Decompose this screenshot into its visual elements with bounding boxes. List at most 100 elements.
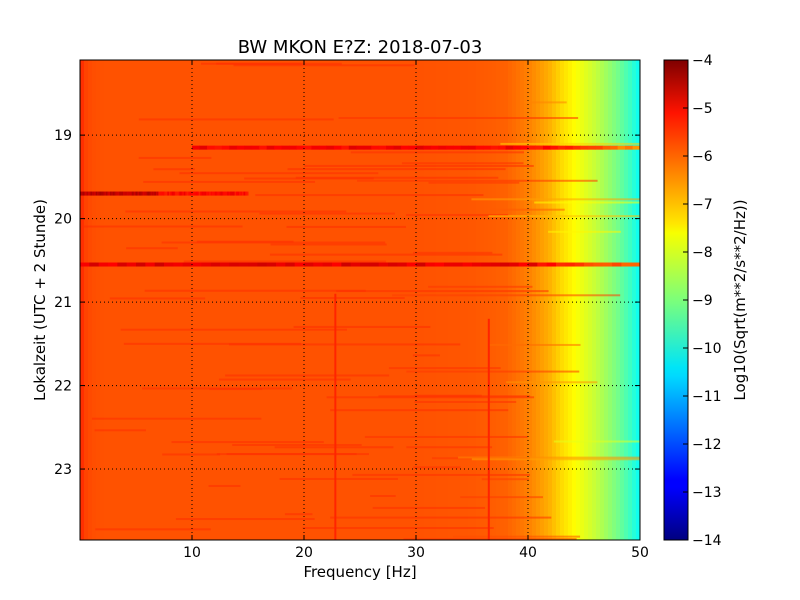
- heatmap-streak: [284, 513, 313, 516]
- heatmap-band: [214, 145, 223, 150]
- heatmap-band: [141, 191, 144, 196]
- heatmap-streak: [175, 518, 315, 521]
- heatmap-streak: [143, 180, 316, 183]
- heatmap-column: [332, 60, 337, 540]
- heatmap-band: [528, 145, 536, 150]
- heatmap-band: [165, 191, 168, 196]
- heatmap-column: [460, 60, 465, 540]
- heatmap-band: [490, 262, 501, 267]
- heatmap-band: [537, 262, 548, 267]
- heatmap-band: [251, 145, 260, 150]
- x-axis-label: Frequency [Hz]: [303, 563, 416, 581]
- plot-frame: [79, 59, 641, 541]
- heatmap-streak: [412, 354, 440, 357]
- heatmap-band: [460, 145, 469, 150]
- heatmap-column: [312, 60, 317, 540]
- heatmap-band: [210, 262, 221, 267]
- heatmap-column: [216, 60, 221, 540]
- heatmap-band: [584, 262, 594, 267]
- heatmap-band: [191, 191, 194, 196]
- heatmap-band: [416, 145, 424, 150]
- heatmap-column: [376, 60, 381, 540]
- heatmap-band: [183, 191, 186, 196]
- heatmap-column: [224, 60, 229, 540]
- heatmap-band: [98, 262, 109, 267]
- heatmap-band: [462, 262, 473, 267]
- heatmap-streak: [406, 213, 509, 216]
- heatmap-column: [240, 60, 245, 540]
- heatmap-column: [232, 60, 237, 540]
- heatmap-band: [371, 145, 380, 150]
- heatmap-column: [260, 60, 265, 540]
- heatmap-band: [546, 262, 557, 267]
- heatmap-column: [384, 60, 389, 540]
- heatmap-band: [408, 145, 417, 150]
- heatmap-column: [528, 60, 533, 540]
- heatmap-band: [227, 191, 230, 196]
- heatmap-band: [259, 145, 268, 150]
- heatmap-column: [616, 60, 621, 540]
- chart-title: BW MKON E?Z: 2018-07-03: [238, 37, 483, 58]
- heatmap-band: [574, 262, 585, 267]
- heatmap-column: [552, 60, 557, 540]
- colorbar-tick-label: −4: [692, 53, 713, 69]
- heatmap-streak: [428, 285, 533, 288]
- heatmap-band: [520, 145, 529, 150]
- x-tick-label: 50: [631, 545, 649, 561]
- heatmap-column: [556, 60, 561, 540]
- heatmap-column: [420, 60, 425, 540]
- heatmap-band: [244, 145, 253, 150]
- heatmap-band: [500, 262, 510, 267]
- heatmap-band: [200, 191, 203, 196]
- heatmap-column: [408, 60, 413, 540]
- heatmap-band: [445, 145, 454, 150]
- heatmap-column: [620, 60, 625, 540]
- heatmap-band: [397, 262, 408, 267]
- heatmap-column: [104, 60, 109, 540]
- heatmap-band: [556, 262, 566, 267]
- heatmap-band: [145, 262, 156, 267]
- heatmap-column: [488, 60, 493, 540]
- heatmap-band: [266, 145, 275, 150]
- heatmap-band: [173, 262, 184, 267]
- heatmap-column: [592, 60, 597, 540]
- heatmap-band: [192, 262, 202, 267]
- heatmap-streak: [356, 179, 598, 182]
- heatmap-band: [93, 191, 95, 196]
- heatmap-column: [572, 60, 577, 540]
- heatmap-streak: [269, 253, 503, 256]
- heatmap-streak: [274, 446, 394, 449]
- heatmap-band: [216, 191, 219, 196]
- heatmap-column: [92, 60, 97, 540]
- heatmap-band: [602, 262, 613, 267]
- heatmap-band: [136, 191, 138, 196]
- heatmap-streak: [228, 343, 461, 346]
- heatmap-streak: [488, 215, 640, 218]
- heatmap-band: [198, 191, 201, 196]
- heatmap-streak: [232, 444, 362, 447]
- heatmap-band: [204, 191, 207, 196]
- heatmap-band: [177, 191, 180, 196]
- heatmap-band: [509, 262, 520, 267]
- heatmap-streak: [279, 477, 398, 480]
- heatmap-band: [360, 262, 370, 267]
- heatmap-band: [430, 145, 439, 150]
- heatmap-band: [99, 191, 102, 196]
- heatmap-band: [180, 191, 183, 196]
- heatmap-column: [168, 60, 173, 540]
- heatmap-band: [231, 191, 234, 196]
- heatmap-band: [189, 191, 192, 196]
- heatmap-column: [96, 60, 101, 540]
- heatmap-band: [444, 262, 454, 267]
- heatmap-band: [167, 191, 170, 196]
- heatmap-column: [152, 60, 157, 540]
- heatmap-band: [159, 191, 162, 196]
- heatmap-column: [196, 60, 201, 540]
- heatmap-band: [134, 191, 137, 196]
- heatmap-streak: [225, 374, 390, 377]
- heatmap-band: [157, 191, 159, 196]
- heatmap-column: [624, 60, 629, 540]
- heatmap-streak: [506, 381, 598, 384]
- heatmap-column: [580, 60, 585, 540]
- heatmap-band: [245, 191, 248, 196]
